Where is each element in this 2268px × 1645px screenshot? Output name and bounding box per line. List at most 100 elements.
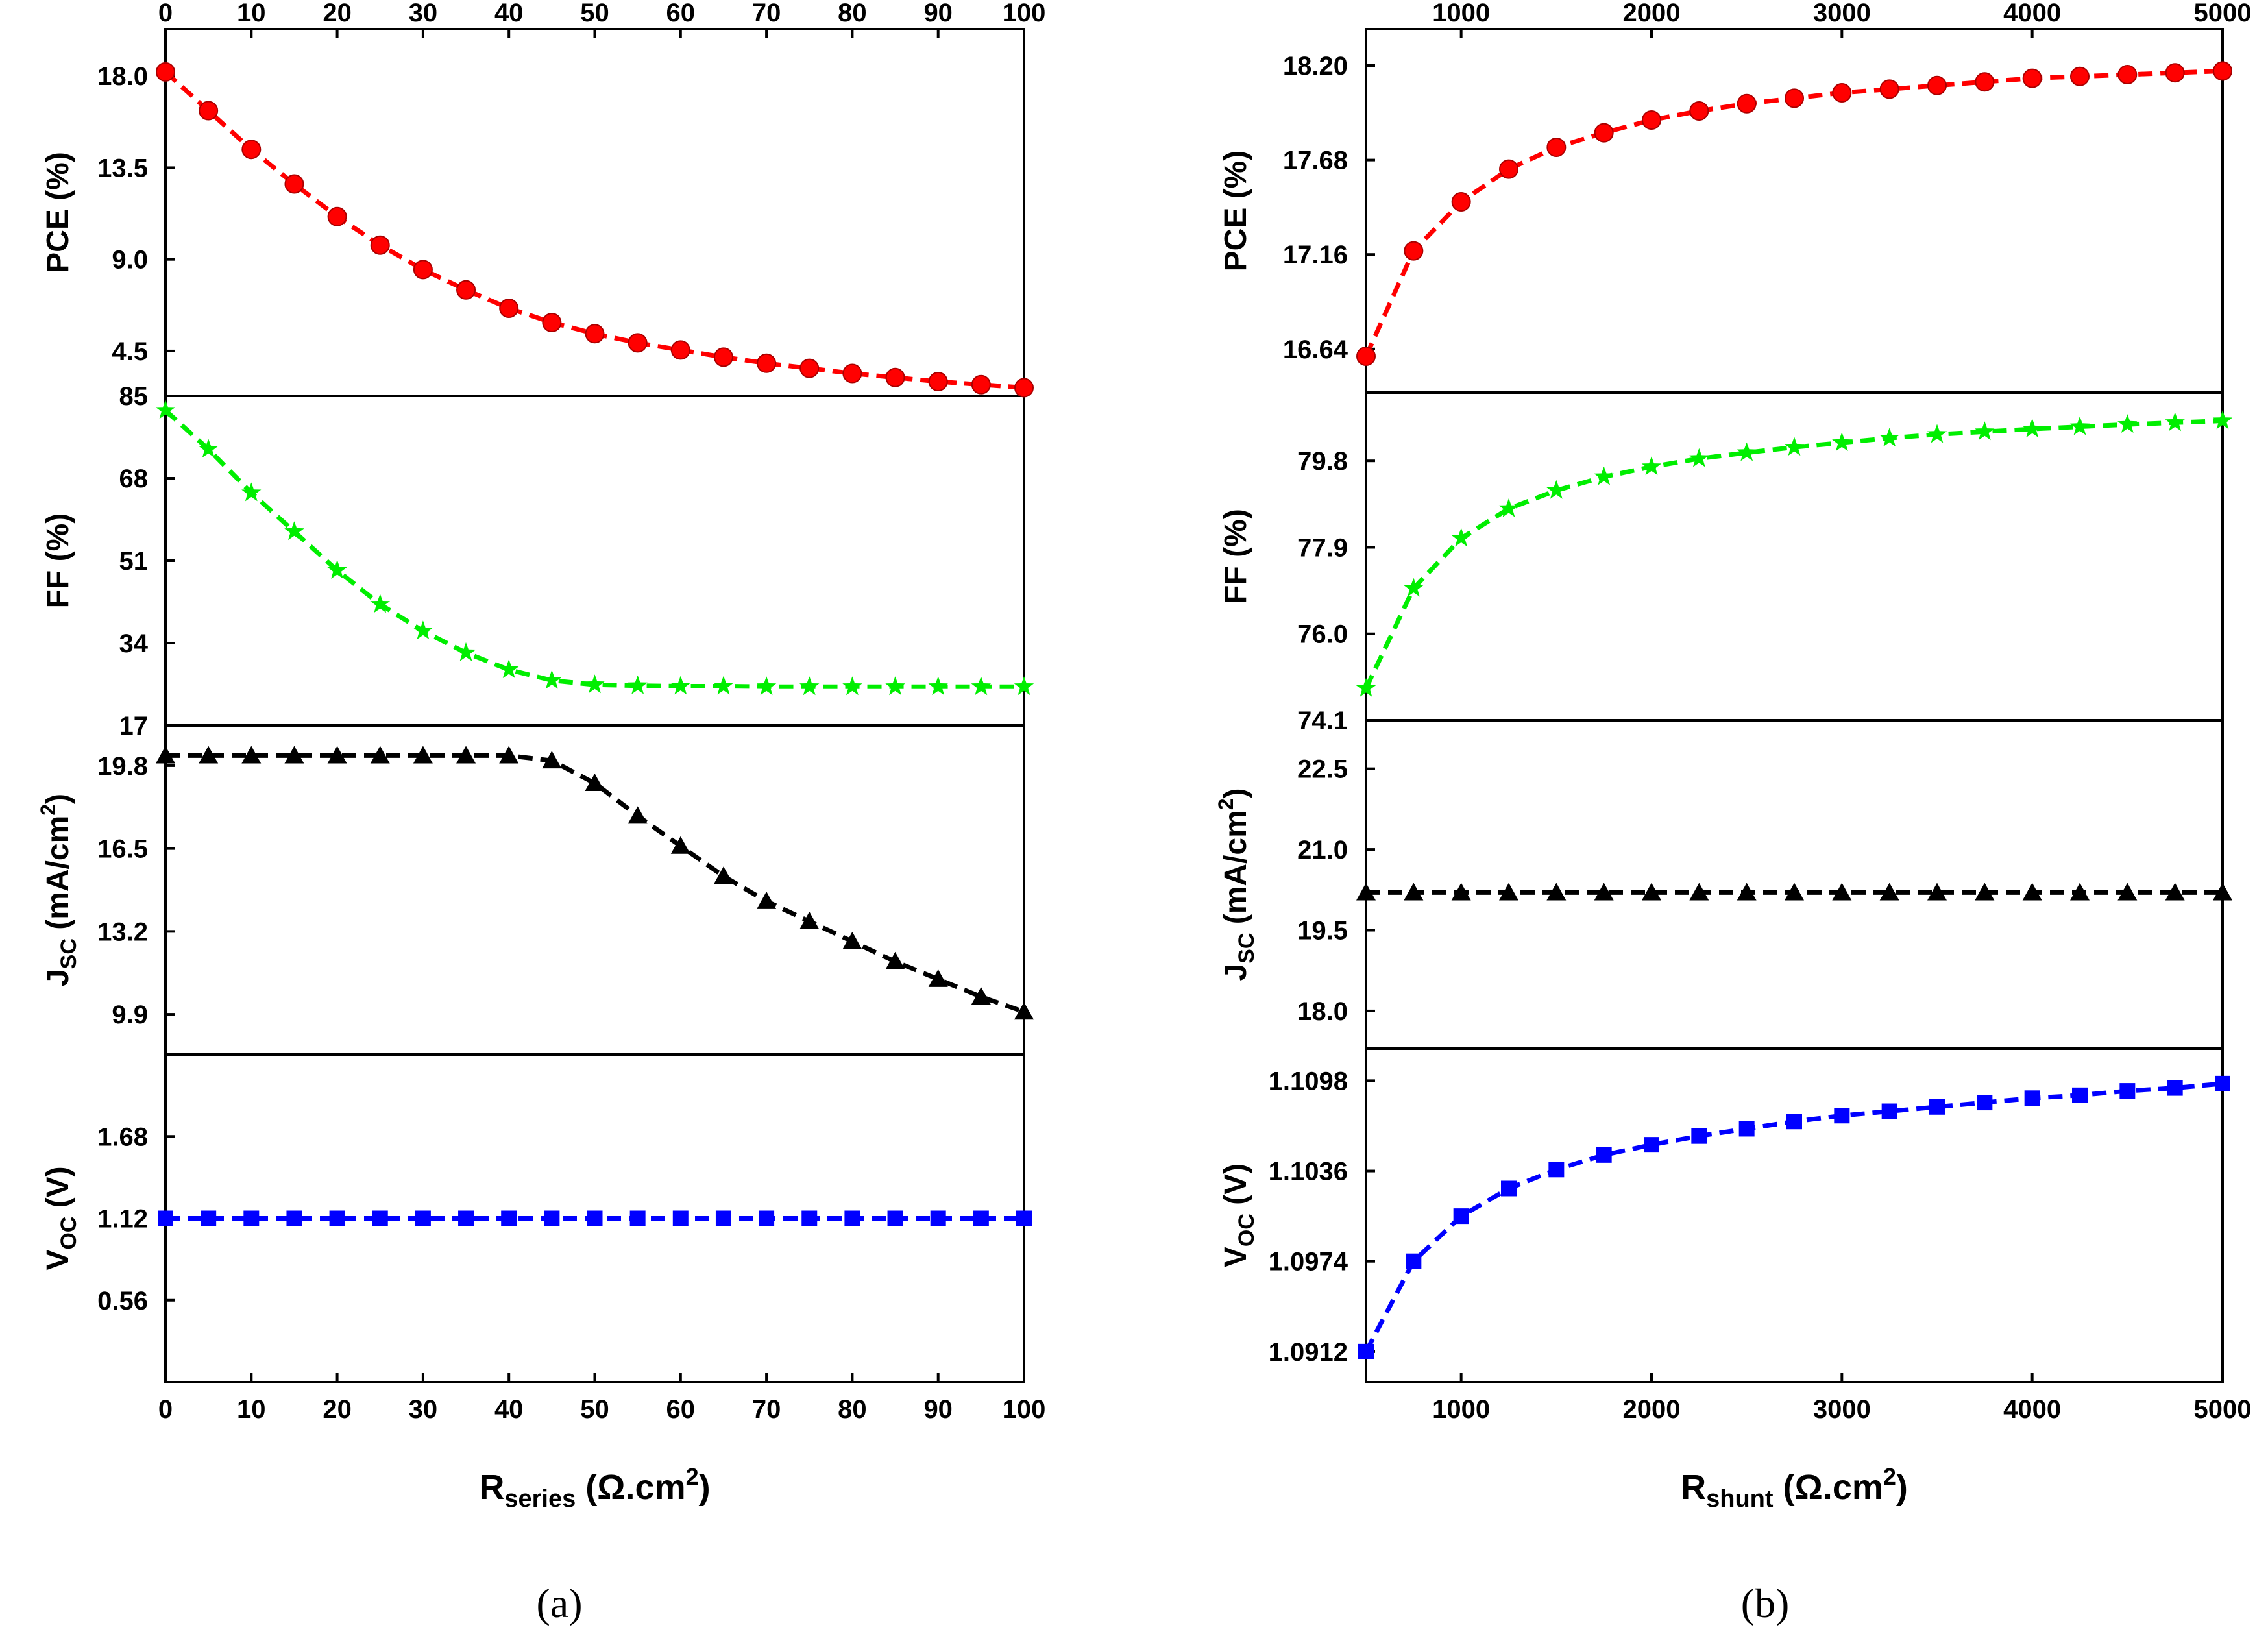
data-point-voc bbox=[243, 1210, 260, 1226]
data-point-voc bbox=[544, 1210, 560, 1226]
data-point-jsc bbox=[241, 746, 262, 764]
data-point-pce bbox=[156, 62, 175, 82]
data-point-pce bbox=[1014, 378, 1034, 398]
data-point-ff bbox=[756, 676, 777, 696]
data-point-jsc bbox=[757, 891, 777, 909]
data-point-ff bbox=[2117, 414, 2138, 433]
data-point-voc bbox=[201, 1210, 217, 1226]
y-tick-label: 34 bbox=[119, 629, 149, 658]
data-point-voc bbox=[1691, 1128, 1707, 1144]
data-point-ff bbox=[1594, 466, 1614, 485]
y-tick-label: 17 bbox=[119, 712, 149, 740]
data-point-jsc bbox=[928, 969, 948, 987]
series-ff bbox=[1356, 410, 2233, 697]
y-tick-label: 1.12 bbox=[97, 1205, 148, 1234]
data-point-jsc bbox=[1927, 883, 1947, 901]
data-point-pce bbox=[1451, 192, 1471, 212]
data-point-jsc bbox=[1689, 883, 1709, 901]
data-point-ff bbox=[1498, 498, 1519, 517]
y-axis-title-jsc: JSC (mA/cm2) bbox=[36, 794, 81, 986]
x-tick-label: 60 bbox=[666, 1395, 696, 1424]
data-point-voc bbox=[1016, 1210, 1032, 1226]
x-tick-label-top: 4000 bbox=[2003, 0, 2061, 27]
data-point-jsc bbox=[842, 931, 862, 949]
data-point-pce bbox=[670, 340, 690, 360]
data-point-ff bbox=[628, 675, 648, 694]
data-point-voc bbox=[2119, 1083, 2136, 1099]
data-point-jsc bbox=[1014, 1002, 1034, 1020]
data-point-voc bbox=[587, 1210, 603, 1226]
data-point-pce bbox=[370, 235, 390, 255]
y-axis-title-pce: PCE (%) bbox=[1219, 151, 1253, 272]
data-point-ff bbox=[713, 676, 734, 695]
y-tick-label: 1.1098 bbox=[1269, 1067, 1348, 1095]
data-point-voc bbox=[2072, 1087, 2088, 1103]
data-point-pce bbox=[2117, 65, 2138, 84]
data-point-voc bbox=[672, 1210, 689, 1226]
y-tick-label: 13.2 bbox=[97, 918, 148, 946]
x-tick-label: 0 bbox=[158, 1395, 173, 1424]
x-tick-label: 5000 bbox=[2194, 1395, 2252, 1424]
plot-frame bbox=[1365, 28, 2224, 1383]
x-tick-label-top: 20 bbox=[323, 0, 352, 27]
data-point-jsc bbox=[2117, 883, 2138, 901]
data-point-ff bbox=[1546, 480, 1567, 499]
x-tick-label: 70 bbox=[752, 1395, 781, 1424]
data-point-jsc bbox=[713, 866, 733, 884]
data-point-voc bbox=[286, 1210, 302, 1226]
data-point-jsc bbox=[1879, 883, 1899, 901]
data-point-jsc bbox=[542, 751, 562, 769]
x-tick-label: 3000 bbox=[1813, 1395, 1871, 1424]
data-point-ff bbox=[198, 439, 219, 458]
data-point-ff bbox=[928, 676, 948, 696]
y-tick-label: 68 bbox=[119, 465, 149, 493]
data-point-pce bbox=[1642, 110, 1661, 130]
data-point-pce bbox=[842, 363, 862, 384]
x-axis-title: Rshunt (Ω.cm2) bbox=[1681, 1463, 1908, 1513]
data-point-jsc bbox=[413, 746, 433, 764]
y-tick-label: 76.0 bbox=[1297, 620, 1348, 649]
data-point-pce bbox=[1737, 93, 1757, 114]
data-point-voc bbox=[887, 1210, 903, 1226]
data-point-pce bbox=[199, 101, 219, 121]
data-point-voc bbox=[715, 1210, 731, 1226]
data-point-pce bbox=[2070, 66, 2090, 86]
x-tick-label-top: 0 bbox=[158, 0, 173, 27]
data-point-jsc bbox=[370, 746, 390, 764]
x-tick-label-top: 5000 bbox=[2194, 0, 2252, 27]
x-tick-label: 100 bbox=[1003, 1395, 1046, 1424]
x-tick-label: 30 bbox=[409, 1395, 438, 1424]
y-tick-label: 79.8 bbox=[1297, 447, 1348, 476]
y-tick-label: 18.0 bbox=[97, 62, 148, 91]
data-point-ff bbox=[2022, 419, 2042, 438]
panel-a: 0 0 10 10 20 20 30 30 40 40 50 50 60 60 70 70 80 80 90 90 10… bbox=[36, 0, 1045, 1626]
data-point-ff bbox=[1927, 424, 1947, 443]
y-tick-label: 1.0974 bbox=[1269, 1248, 1348, 1276]
data-point-voc bbox=[158, 1210, 173, 1226]
data-point-jsc bbox=[799, 911, 820, 929]
data-point-pce bbox=[1499, 159, 1518, 179]
data-point-ff bbox=[1014, 676, 1034, 696]
x-tick-label-top: 100 bbox=[1003, 0, 1046, 27]
data-point-pce bbox=[1546, 138, 1567, 157]
y-tick-label: 22.5 bbox=[1297, 755, 1348, 784]
data-point-voc bbox=[629, 1210, 646, 1226]
x-tick-label-top: 40 bbox=[494, 0, 524, 27]
data-point-voc bbox=[1406, 1253, 1422, 1269]
data-point-ff bbox=[670, 676, 690, 695]
series-line-jsc bbox=[165, 753, 1025, 1014]
x-tick-label-top: 10 bbox=[237, 0, 266, 27]
data-point-jsc bbox=[1594, 883, 1614, 901]
data-point-voc bbox=[973, 1210, 989, 1226]
series-pce bbox=[156, 62, 1034, 398]
series-voc bbox=[1358, 1075, 2230, 1359]
x-tick-label: 50 bbox=[580, 1395, 609, 1424]
data-point-voc bbox=[415, 1210, 431, 1226]
x-tick-label: 1000 bbox=[1432, 1395, 1490, 1424]
data-point-ff bbox=[370, 594, 390, 613]
data-point-ff bbox=[971, 676, 992, 696]
y-tick-label: 17.68 bbox=[1283, 147, 1348, 175]
data-point-jsc bbox=[1785, 883, 1804, 901]
data-point-ff bbox=[2212, 410, 2233, 430]
data-point-voc bbox=[844, 1210, 860, 1226]
